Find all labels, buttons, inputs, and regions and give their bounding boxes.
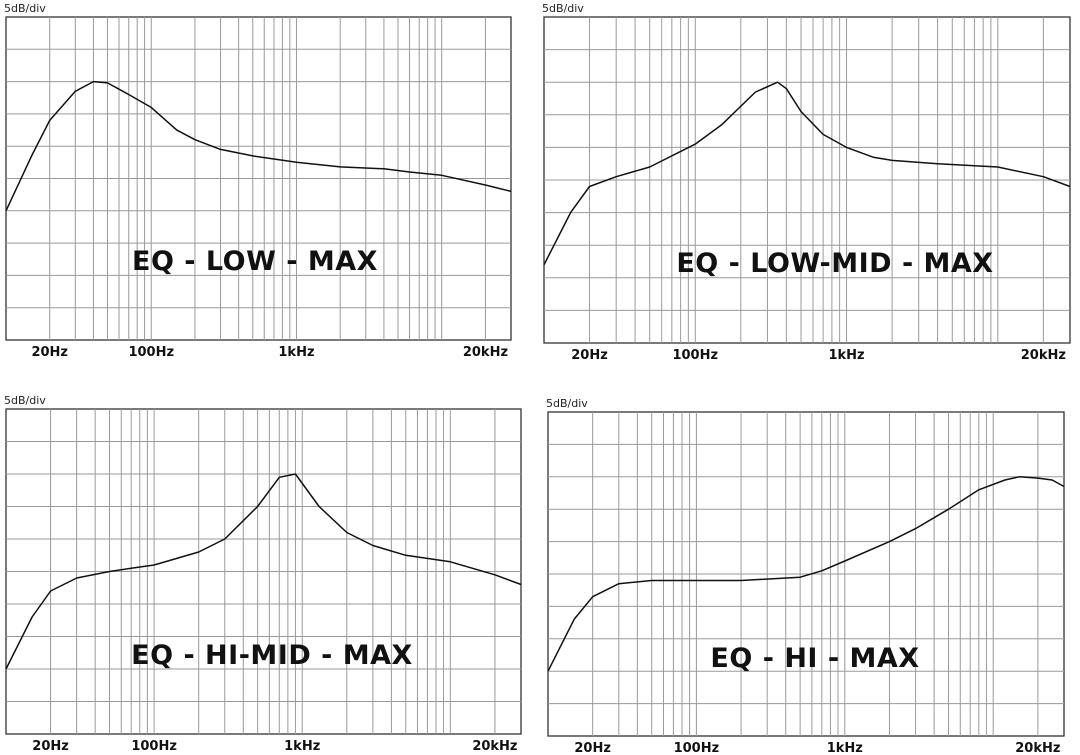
eq-hi-mid-chart: 5dB/div 20Hz 100Hz 1kHz 20kHz EQ - HI-MID - M… bbox=[4, 394, 522, 754]
eq-hi-mid-x-tick-label: 20Hz bbox=[32, 739, 69, 754]
eq-hi-x-tick-label: 100Hz bbox=[674, 741, 720, 755]
eq-hi-mid-unit-label: 5dB/div bbox=[4, 394, 46, 407]
eq-low-x-tick-label: 20Hz bbox=[31, 345, 68, 360]
eq-low-panel: 5dB/div 20Hz 100Hz 1kHz 20kHz EQ - LOW - MAX bbox=[0, 0, 515, 368]
eq-low-x-tick-label: 100Hz bbox=[128, 345, 174, 360]
eq-low-chart-title: EQ - LOW - MAX bbox=[132, 246, 378, 277]
eq-low-x-tick-label: 1kHz bbox=[278, 345, 314, 360]
eq-low-chart: 5dB/div 20Hz 100Hz 1kHz 20kHz EQ - LOW - MAX bbox=[4, 2, 512, 360]
eq-low-mid-x-tick-label: 1kHz bbox=[828, 348, 864, 363]
eq-low-mid-x-tick-label: 100Hz bbox=[672, 348, 718, 363]
eq-hi-mid-x-tick-label: 100Hz bbox=[131, 739, 177, 754]
eq-low-mid-panel: 5dB/div 20Hz 100Hz 1kHz 20kHz EQ - LOW-MID - … bbox=[540, 0, 1080, 370]
eq-low-mid-chart-title: EQ - LOW-MID - MAX bbox=[676, 248, 993, 279]
eq-low-unit-label: 5dB/div bbox=[4, 2, 46, 15]
eq-hi-mid-panel: 5dB/div 20Hz 100Hz 1kHz 20kHz EQ - HI-MID - M… bbox=[0, 390, 525, 755]
eq-low-mid-response-curve bbox=[543, 81, 1071, 266]
eq-low-mid-chart: 5dB/div 20Hz 100Hz 1kHz 20kHz EQ - LOW-MID - … bbox=[542, 2, 1071, 363]
eq-low-mid-x-tick-label: 20kHz bbox=[1021, 348, 1066, 363]
eq-hi-mid-chart-title: EQ - HI-MID - MAX bbox=[131, 640, 413, 671]
eq-hi-mid-response-curve bbox=[5, 473, 522, 670]
eq-hi-x-tick-label: 20kHz bbox=[1015, 741, 1060, 755]
eq-hi-unit-label: 5dB/div bbox=[546, 397, 588, 410]
eq-hi-x-tick-label: 1kHz bbox=[827, 741, 863, 755]
eq-hi-panel: 5dB/div 20Hz 100Hz 1kHz 20kHz EQ - HI - MAX bbox=[545, 393, 1080, 755]
eq-low-mid-x-tick-label: 20Hz bbox=[571, 348, 608, 363]
eq-low-mid-unit-label: 5dB/div bbox=[542, 2, 584, 15]
eq-hi-mid-x-tick-label: 20kHz bbox=[472, 739, 517, 754]
eq-hi-x-tick-label: 20Hz bbox=[574, 741, 611, 755]
eq-hi-chart-title: EQ - HI - MAX bbox=[710, 643, 919, 674]
eq-low-response-curve bbox=[5, 80, 512, 212]
eq-low-x-tick-label: 20kHz bbox=[463, 345, 508, 360]
eq-hi-mid-x-tick-label: 1kHz bbox=[284, 739, 320, 754]
eq-hi-response-curve bbox=[547, 476, 1065, 672]
eq-hi-chart: 5dB/div 20Hz 100Hz 1kHz 20kHz EQ - HI - MAX bbox=[546, 397, 1065, 755]
